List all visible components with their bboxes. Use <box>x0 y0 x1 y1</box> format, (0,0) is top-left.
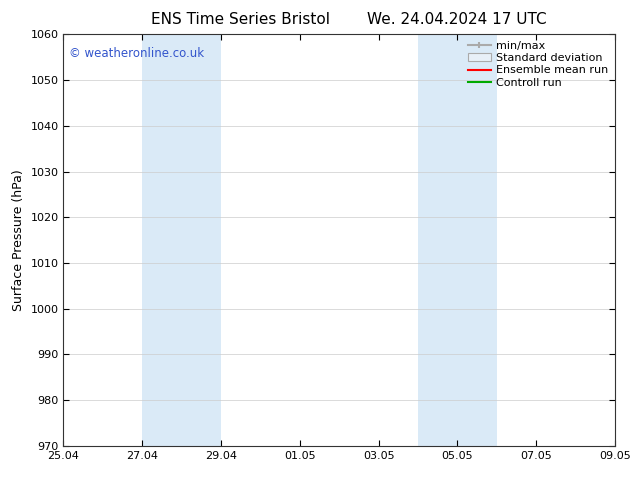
Bar <box>418 34 497 446</box>
Text: ENS Time Series Bristol: ENS Time Series Bristol <box>152 12 330 27</box>
Y-axis label: Surface Pressure (hPa): Surface Pressure (hPa) <box>12 169 25 311</box>
Bar <box>142 34 221 446</box>
Text: © weatheronline.co.uk: © weatheronline.co.uk <box>69 47 204 60</box>
Legend: min/max, Standard deviation, Ensemble mean run, Controll run: min/max, Standard deviation, Ensemble me… <box>465 38 612 91</box>
Text: We. 24.04.2024 17 UTC: We. 24.04.2024 17 UTC <box>366 12 547 27</box>
